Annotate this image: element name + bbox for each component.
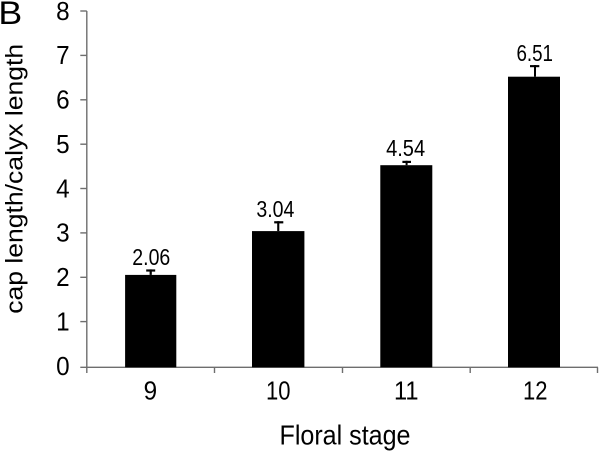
svg-text:B: B [0,0,22,31]
svg-text:2: 2 [56,264,70,292]
svg-text:6.51: 6.51 [516,40,553,66]
svg-text:12: 12 [523,377,548,405]
svg-text:cap length/calyx length: cap length/calyx length [2,44,29,314]
svg-text:3: 3 [56,220,70,248]
svg-text:2.06: 2.06 [132,244,170,270]
svg-text:7: 7 [56,42,70,70]
svg-text:5: 5 [56,131,70,159]
svg-text:Floral stage: Floral stage [280,419,411,451]
svg-text:10: 10 [266,377,291,405]
svg-text:9: 9 [144,377,158,405]
svg-text:11: 11 [394,377,419,405]
svg-text:1: 1 [56,308,70,336]
svg-text:6: 6 [56,87,70,115]
svg-text:4.54: 4.54 [386,135,425,161]
svg-text:8: 8 [56,0,70,26]
svg-text:3.04: 3.04 [256,196,294,222]
svg-text:0: 0 [56,353,70,381]
svg-text:4: 4 [56,175,70,203]
